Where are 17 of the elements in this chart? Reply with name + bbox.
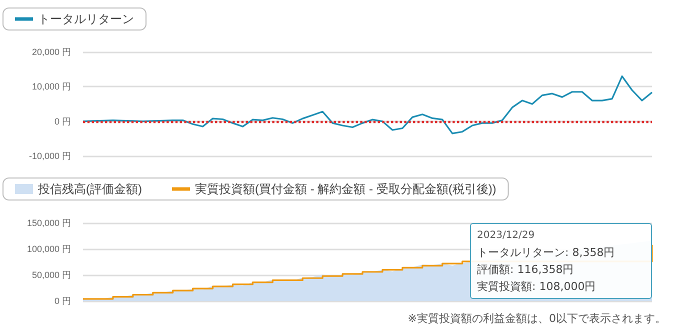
legend-label: トータルリターン [38, 12, 134, 26]
y-tick-label: 50,000 円 [32, 270, 71, 280]
y-tick-label: 10,000 円 [32, 82, 71, 92]
y-tick-label: 100,000 円 [26, 244, 71, 254]
y-tick-label: 20,000 円 [32, 47, 71, 57]
line-series [82, 75, 653, 134]
y-tick-label: 0 円 [54, 296, 71, 306]
annotation: 2023/12/29 [477, 229, 536, 243]
text: ※実質投資額の利益金額は、0以下で表示されます。 [408, 311, 666, 326]
annotation: トータルリターン: 8,358円 [477, 245, 616, 261]
y-tick-label: 0 円 [54, 116, 71, 126]
y-tick-label: -10,000 円 [28, 151, 71, 161]
annotation: 実質投資額: 108,000円 [477, 279, 597, 295]
legend-label: 投信残高(評価金額) [37, 182, 142, 196]
y-tick-label: 150,000 円 [26, 218, 71, 228]
legend-label: 実質投資額(買付金額 - 解約金額 - 受取分配金額(税引後)) [194, 182, 496, 196]
annotation: 評価額: 116,358円 [477, 262, 575, 278]
